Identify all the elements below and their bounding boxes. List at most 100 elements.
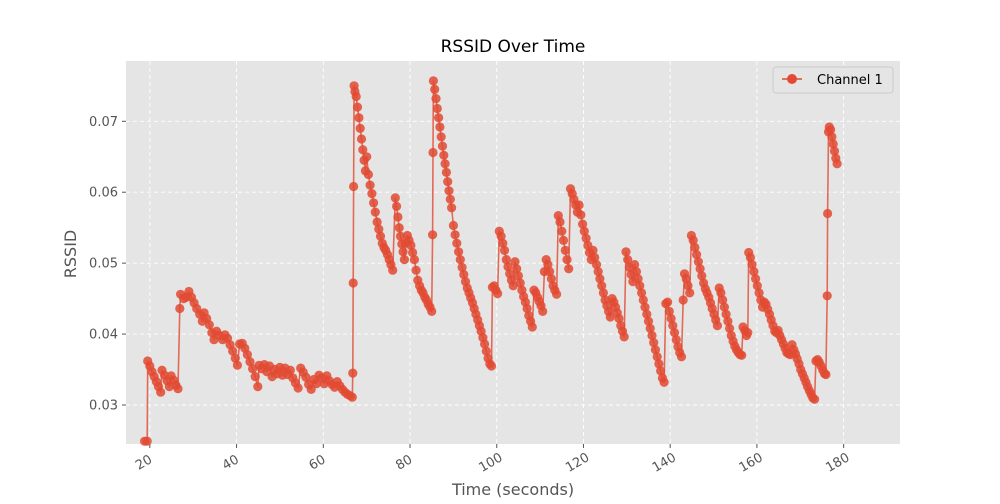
data-point: [614, 313, 624, 324]
data-point: [654, 359, 664, 369]
data-point: [647, 330, 657, 341]
data-point: [351, 91, 361, 102]
y-tick-label: 0.03: [89, 398, 118, 413]
data-point: [508, 281, 518, 291]
data-point: [631, 267, 642, 277]
data-point: [527, 322, 537, 332]
x-tick-label: 160: [737, 450, 766, 475]
data-point: [621, 247, 631, 257]
data-point: [692, 250, 702, 260]
data-point: [633, 274, 643, 284]
data-point: [718, 295, 728, 305]
data-point: [827, 132, 837, 142]
x-axis-label: Time (seconds): [451, 480, 574, 499]
data-point: [645, 323, 655, 333]
x-tick-label: 180: [823, 450, 852, 475]
data-point: [349, 181, 359, 192]
data-point: [828, 139, 838, 149]
data-point: [448, 220, 458, 231]
data-point: [369, 198, 379, 208]
data-point: [650, 345, 661, 355]
data-point: [301, 372, 311, 382]
legend-label: Channel 1: [817, 73, 883, 88]
data-point: [285, 365, 295, 375]
data-point: [697, 271, 707, 281]
data-point: [436, 132, 446, 142]
data-point: [557, 226, 567, 236]
data-point: [743, 328, 753, 338]
data-point: [681, 274, 691, 284]
data-point: [372, 217, 382, 227]
x-tick-label: 20: [133, 452, 155, 473]
data-point: [395, 231, 406, 241]
data-point: [498, 238, 508, 248]
data-point: [394, 223, 404, 233]
data-point: [496, 231, 506, 241]
y-tick-label: 0.05: [89, 257, 118, 272]
data-point: [642, 309, 652, 319]
data-point: [175, 303, 185, 314]
x-tick-label: 40: [220, 452, 242, 473]
series-layer: [140, 76, 842, 446]
data-point: [630, 260, 640, 270]
data-point: [590, 252, 600, 263]
data-point: [428, 230, 438, 240]
data-point: [821, 369, 831, 380]
data-point: [370, 207, 380, 217]
data-point: [576, 210, 586, 220]
data-point: [232, 360, 242, 370]
data-point: [454, 247, 464, 257]
data-point: [447, 203, 457, 213]
data-point: [588, 245, 598, 255]
data-point: [832, 159, 842, 169]
data-point: [242, 350, 252, 360]
data-point: [432, 103, 442, 114]
data-point: [501, 255, 511, 265]
data-point: [685, 288, 695, 298]
x-tick-label: 120: [563, 450, 592, 475]
data-point: [374, 224, 384, 234]
data-point: [640, 302, 650, 312]
y-axis-label: RSSID: [61, 230, 80, 278]
data-point: [493, 289, 503, 299]
data-point: [663, 297, 673, 307]
data-point: [503, 262, 513, 272]
data-point: [390, 193, 400, 203]
data-point: [546, 274, 557, 284]
data-point: [635, 281, 645, 291]
data-point: [173, 384, 183, 394]
data-point: [666, 313, 676, 324]
data-point: [439, 150, 449, 160]
data-point: [552, 289, 562, 299]
data-point: [354, 113, 364, 123]
data-point: [392, 201, 402, 211]
data-point: [737, 350, 747, 360]
data-point: [578, 219, 588, 229]
data-point: [358, 145, 368, 155]
legend-box: [772, 66, 894, 94]
data-point: [822, 291, 832, 301]
data-point: [486, 361, 497, 371]
data-point: [250, 372, 260, 382]
data-point: [293, 383, 303, 393]
data-point: [367, 189, 377, 199]
data-point: [459, 269, 469, 280]
data-point: [712, 321, 723, 331]
data-point: [678, 295, 688, 305]
chart-title: RSSID Over Time: [441, 37, 586, 57]
data-point: [597, 281, 607, 291]
data-point: [810, 394, 820, 404]
data-point: [659, 377, 669, 387]
data-point: [434, 113, 444, 123]
data-point: [204, 320, 214, 330]
x-tick-label: 80: [393, 452, 415, 473]
data-point: [751, 274, 761, 284]
data-point: [142, 436, 152, 446]
data-point: [747, 260, 757, 270]
data-point: [562, 255, 572, 265]
data-point: [619, 332, 629, 342]
data-point: [435, 122, 445, 132]
data-point: [481, 346, 491, 356]
data-point: [652, 352, 662, 362]
